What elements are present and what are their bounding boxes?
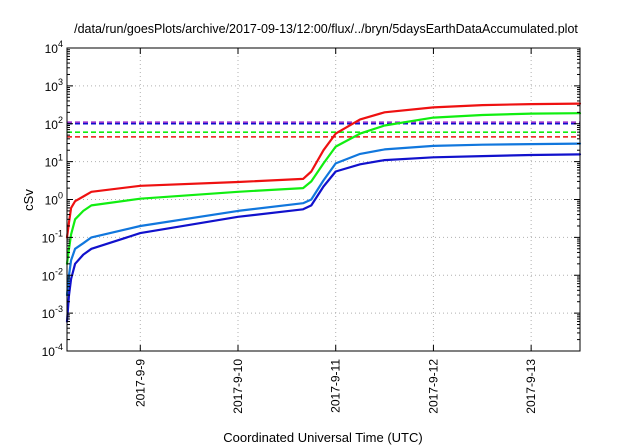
y-tick-label: 10-1	[42, 228, 63, 245]
y-axis: 10-4 10-3 10-2 10-1 100 101 102 103 104	[42, 39, 580, 359]
y-tick-label: 10-2	[42, 266, 63, 283]
y-tick-label: 100	[45, 191, 63, 208]
series-line	[65, 102, 582, 239]
x-tick-label: 2017-9-11	[329, 359, 343, 413]
x-tick-label: 2017-9-13	[524, 359, 538, 414]
y-tick-label: 103	[45, 77, 63, 94]
x-tick-label: 2017-9-12	[426, 359, 440, 414]
x-tick-label: 2017-9-10	[231, 359, 245, 414]
series-line	[65, 142, 582, 297]
y-tick-label: 10-3	[42, 304, 63, 321]
x-tick-label: 2017-9-9	[133, 359, 147, 407]
y-tick-label: 10-4	[42, 342, 63, 359]
x-axis-label: Coordinated Universal Time (UTC)	[223, 430, 422, 445]
x-axis: 2017-9-9 2017-9-10 2017-9-11 2017-9-12 2017-…	[133, 48, 538, 414]
data-series	[65, 102, 582, 323]
y-tick-label: 104	[45, 39, 63, 56]
reference-lines	[67, 121, 580, 138]
y-tick-label: 101	[45, 153, 63, 170]
series-line	[65, 112, 582, 265]
series-line	[65, 153, 582, 323]
y-tick-label: 102	[45, 115, 63, 132]
y-axis-label: cSv	[21, 189, 36, 211]
chart-title: /data/run/goesPlots/archive/2017-09-13/1…	[74, 22, 578, 36]
